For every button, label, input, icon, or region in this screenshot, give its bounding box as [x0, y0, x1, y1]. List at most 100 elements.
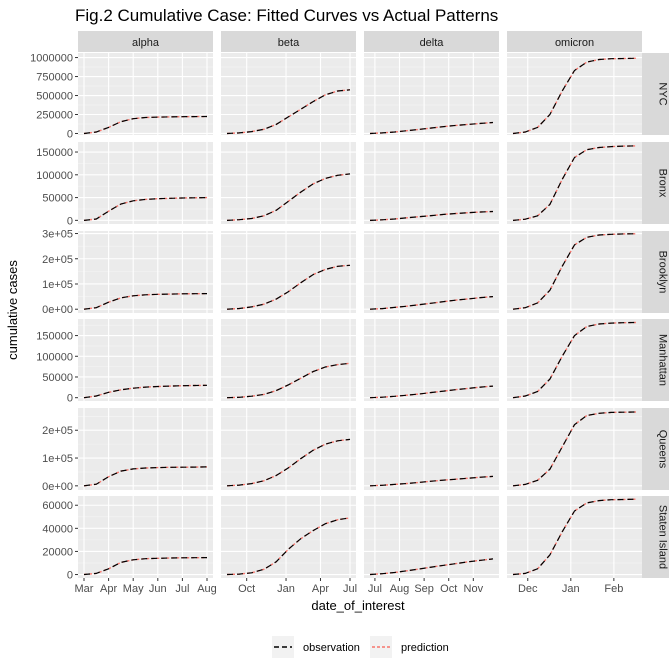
x-tick-label: Aug — [197, 583, 217, 595]
y-tick-label: 40000 — [42, 523, 73, 535]
y-tick-label: 250000 — [36, 110, 73, 122]
column-strip-delta — [364, 31, 499, 52]
x-tick-label: Mar — [75, 583, 94, 595]
x-tick-label: Sep — [414, 583, 434, 595]
x-tick-label: Jan — [562, 583, 580, 595]
panel-alpha-brooklyn — [78, 231, 213, 313]
panel-delta-brooklyn — [364, 231, 499, 313]
chart-title: Fig.2 Cumulative Case: Fitted Curves vs … — [75, 6, 498, 25]
y-tick-label: 0 — [67, 393, 73, 405]
x-tick-label: Jul — [343, 583, 357, 595]
x-tick-label: Jun — [149, 583, 167, 595]
panel-delta-staten-island — [364, 496, 499, 578]
y-tick-label: 750000 — [36, 72, 73, 84]
panel-delta-queens — [364, 408, 499, 490]
observation-line — [512, 411, 637, 487]
panel-omicron-staten-island — [507, 496, 642, 578]
panel-delta-bronx — [364, 142, 499, 224]
row-strip-label: Queens — [657, 430, 669, 469]
y-tick-label: 100000 — [36, 351, 73, 363]
y-tick-label: 150000 — [36, 147, 73, 159]
y-tick-label: 50000 — [42, 193, 73, 205]
panel-omicron-queens — [507, 408, 642, 490]
row-strip — [642, 53, 669, 135]
panel-alpha-bronx — [78, 142, 213, 224]
observation-line — [226, 362, 351, 399]
panel-beta-queens — [221, 408, 356, 490]
x-tick-label: May — [123, 583, 144, 595]
panel-beta-brooklyn — [221, 231, 356, 313]
x-tick-label: Jul — [175, 583, 189, 595]
observation-line — [83, 293, 208, 310]
legend: observation prediction — [272, 636, 449, 658]
x-axis-label: date_of_interest — [311, 598, 405, 613]
x-tick-label: Jan — [277, 583, 295, 595]
y-tick-label: 150000 — [36, 331, 73, 343]
row-strip-label: NYC — [657, 82, 669, 105]
observation-line — [369, 475, 494, 487]
row-strip-label: Manhattan — [657, 334, 669, 386]
x-tick-label: Aug — [390, 583, 410, 595]
panel-beta-nyc — [221, 53, 356, 135]
observation-line — [369, 385, 494, 399]
row-strip-label: Brooklyn — [657, 251, 669, 294]
observation-line — [369, 296, 494, 310]
row-strip — [642, 319, 669, 401]
observation-line — [83, 466, 208, 487]
row-strip-label: Bronx — [657, 169, 669, 198]
legend-key — [370, 636, 392, 658]
panel-omicron-bronx — [507, 142, 642, 224]
observation-line — [369, 210, 494, 221]
y-tick-label: 0 — [67, 215, 73, 227]
y-tick-label: 0 — [67, 128, 73, 140]
row-strip — [642, 496, 669, 578]
observation-line — [369, 121, 494, 135]
x-tick-label: Oct — [440, 583, 457, 595]
column-strip-omicron — [507, 31, 642, 52]
facet-grid: alpha beta delta omicron NYC Bronx Brooklyn Man… — [30, 31, 669, 595]
x-tick-label: Nov — [464, 583, 484, 595]
panel-beta-manhattan — [221, 319, 356, 401]
legend-label: prediction — [401, 642, 449, 654]
panel-alpha-nyc — [78, 53, 213, 135]
row-strip — [642, 408, 669, 490]
column-strip-beta — [221, 31, 356, 52]
observation-line — [226, 517, 351, 576]
panel-beta-staten-island — [221, 496, 356, 578]
observation-line — [226, 438, 351, 487]
row-strip — [642, 231, 669, 313]
panel-alpha-queens — [78, 408, 213, 490]
y-tick-label: 3e+05 — [42, 229, 73, 241]
y-tick-label: 1000000 — [30, 53, 73, 65]
y-tick-label: 2e+05 — [42, 254, 73, 266]
row-strip-label: Staten Island — [657, 505, 669, 569]
observation-line — [226, 264, 351, 310]
panel-delta-manhattan — [364, 319, 499, 401]
observation-line — [226, 173, 351, 221]
panel-delta-nyc — [364, 53, 499, 135]
column-strip-label: delta — [420, 37, 445, 49]
column-strip-label: omicron — [555, 37, 594, 49]
observation-line — [83, 197, 208, 221]
panel-alpha-manhattan — [78, 319, 213, 401]
observation-line — [83, 556, 208, 576]
y-tick-label: 60000 — [42, 500, 73, 512]
y-tick-label: 20000 — [42, 546, 73, 558]
x-tick-label: Apr — [100, 583, 117, 595]
panel-beta-bronx — [221, 142, 356, 224]
row-strip — [642, 142, 669, 224]
observation-line — [512, 57, 637, 135]
legend-label: observation — [303, 642, 360, 654]
y-tick-label: 500000 — [36, 91, 73, 103]
observation-line — [512, 233, 637, 310]
y-axis-label: cumulative cases — [5, 260, 20, 360]
observation-line — [83, 384, 208, 399]
y-tick-label: 2e+05 — [42, 425, 73, 437]
y-tick-label: 0e+00 — [42, 304, 73, 316]
y-tick-label: 1e+05 — [42, 279, 73, 291]
column-strip-label: beta — [278, 37, 300, 49]
panel-alpha-staten-island — [78, 496, 213, 578]
y-tick-label: 100000 — [36, 170, 73, 182]
y-tick-label: 50000 — [42, 372, 73, 384]
